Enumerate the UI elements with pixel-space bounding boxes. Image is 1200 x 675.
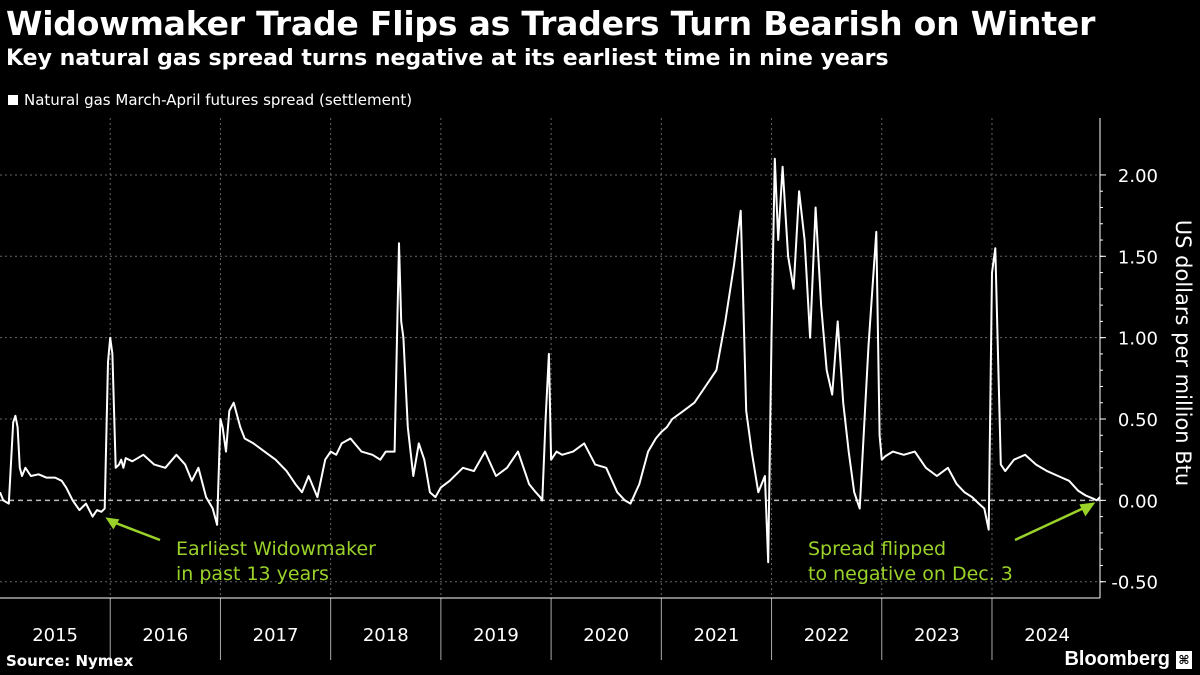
x-tick-label: 2019: [473, 625, 519, 646]
y-tick-label: 0.50: [1118, 410, 1158, 431]
x-tick-label: 2024: [1024, 625, 1070, 646]
x-tick-label: 2018: [363, 625, 409, 646]
annotation-spread-flipped: Spread flipped to negative on Dec. 3: [808, 538, 1013, 585]
y-tick-label: 2.00: [1118, 166, 1158, 187]
annotation-arrow-left: [110, 520, 161, 542]
x-tick-label: 2023: [914, 625, 960, 646]
y-tick-label: -0.50: [1111, 573, 1158, 594]
grid-layer: [0, 118, 1100, 598]
source-note: Source: Nymex: [6, 652, 134, 670]
x-tick-label: 2020: [583, 625, 629, 646]
x-tick-label: 2021: [694, 625, 740, 646]
x-tick-label: 2016: [142, 625, 188, 646]
y-tick-label: 1.00: [1118, 329, 1158, 350]
legend-label: Natural gas March-April futures spread (…: [24, 91, 413, 109]
bloomberg-terminal-icon: ⌘: [1176, 650, 1192, 669]
annotation-arrow-right: [1014, 505, 1088, 542]
annotation-layer: Earliest Widowmaker in past 13 years Sprea…: [105, 502, 1096, 585]
x-tick-label: 2017: [253, 625, 299, 646]
annotation-earliest-widowmaker: Earliest Widowmaker in past 13 years: [176, 538, 376, 585]
y-tick-label: 1.50: [1118, 247, 1158, 268]
chart-title: Widowmaker Trade Flips as Traders Turn B…: [6, 4, 1096, 43]
series-layer: [0, 157, 1101, 564]
chart-subtitle: Key natural gas spread turns negative at…: [6, 46, 889, 71]
y-tick-label: 0.00: [1118, 491, 1158, 512]
x-tick-label: 2015: [32, 625, 78, 646]
brand-name: Bloomberg: [1064, 648, 1170, 670]
annotation-arrowhead-left: [105, 517, 120, 530]
series-line-spread: [0, 157, 1101, 564]
legend-swatch: [8, 95, 18, 105]
y-axis-label: US dollars per million Btu: [1171, 220, 1195, 486]
year-dividers: [109, 598, 993, 660]
annotation-arrowhead-right: [1079, 502, 1096, 517]
legend: Natural gas March-April futures spread (…: [8, 91, 412, 109]
x-tick-label: 2022: [804, 625, 850, 646]
axis-layer: 2015 2016 2017 2018 2019 2020 2021 2022 2023 2024…: [0, 118, 1158, 646]
brand-logo: Bloomberg ⌘: [1064, 648, 1192, 671]
